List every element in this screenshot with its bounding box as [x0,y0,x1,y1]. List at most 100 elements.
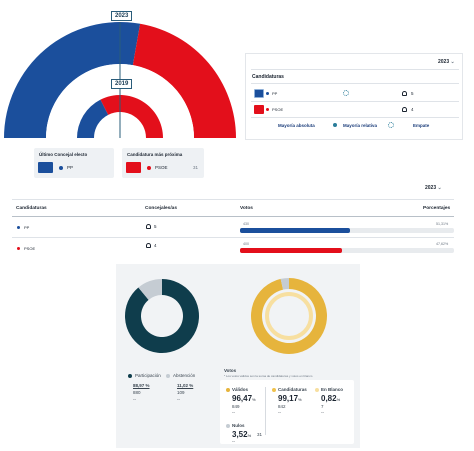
next-candidate-votes: 31 [193,165,199,170]
candidaturas-dot-icon [272,388,276,392]
panel-title: Candidaturas [252,74,284,80]
pp-dot-icon [59,166,63,170]
votes-bar-psoe [240,248,342,253]
candidaturas-count: 842 [278,404,286,409]
votes-bar-pp [240,228,350,233]
abstention-pct: 11,02 % [177,383,194,388]
hemicycle-2019-pp [77,99,109,138]
participation-label: Participación [135,373,161,378]
person-icon [402,107,407,112]
th-votos: Votos [240,206,253,211]
valid-dash: -- [232,410,235,415]
year-2023-badge: 2023 [111,11,133,21]
status-icon [343,90,349,96]
row-party: PP [24,225,30,230]
candidaturas-inner-ring [265,292,313,340]
blank-label: En Blanco [321,387,344,392]
candidaturas-dash: -- [278,410,281,415]
table-year-select[interactable]: 2023 ⌄ [425,185,442,191]
th-candidaturas: Candidaturas [16,206,47,211]
abstention-count: 109 [177,390,185,395]
abstention-label: Abstención [173,373,196,378]
participation-legend-dot [128,374,132,378]
psoe-logo-icon [254,105,264,114]
null-dash: -- [232,439,235,444]
participation-count: 880 [133,390,141,395]
participation-dash: -- [133,397,136,402]
participation-arc [124,279,199,353]
null-arc [280,278,289,290]
donut-charts [124,278,327,354]
legend-tie: Empate [413,123,430,128]
psoe-dot-icon [17,247,20,250]
chevron-down-icon: ⌄ [450,59,455,65]
null-count: 31 [257,432,263,437]
blank-pct: 0,82% [321,394,341,403]
last-elected-card: Último Concejal electo PP [34,148,114,178]
majority-icon [333,123,337,127]
th-concejales: Concejales/as [145,206,177,211]
candidatures-panel: 2023 ⌄ Candidaturas PP 5 PSOE 4 Mayoría … [245,53,463,140]
null-dot-icon [226,424,230,428]
panel-seats-pp: 5 [411,91,414,96]
candidaturas-label: Candidaturas [278,387,307,392]
blank-dash: -- [321,410,324,415]
psoe-dot-icon [266,108,269,111]
blank-count: 7 [321,404,324,409]
votes-breakdown-card: Válidos 96,47% 849 -- Candidaturas 99,17… [220,380,354,444]
panel-year-select[interactable]: 2023 ⌄ [438,59,455,65]
next-candidate-card: Candidatura más próxima PSOE 31 [122,148,204,178]
last-elected-title: Último Concejal electo [39,152,88,157]
votes-bar-track [240,248,454,253]
chevron-down-icon: ⌄ [437,185,442,191]
separator [265,387,266,435]
psoe-dot-icon [147,166,151,170]
hemicycle-chart [4,21,236,139]
valid-pct: 96,47% [232,394,256,403]
abstention-legend-dot [166,374,170,378]
votes-title: Votos [224,368,237,373]
pp-swatch [38,162,53,173]
person-icon [146,224,151,229]
next-candidate-title: Candidatura más próxima [127,152,183,157]
valid-label: Válidos [232,387,249,392]
divider [251,69,459,70]
votes-note: * Los votos válidos son la suma de candi… [224,374,313,378]
panel-party-psoe: PSOE [272,107,284,112]
valid-count: 849 [232,404,240,409]
row-percent: 47,62% [436,242,449,246]
next-candidate-party: PSOE [155,165,168,170]
row-votes: 400 [243,242,249,246]
hemicycle-2023-pp [4,21,141,138]
pp-logo-icon [254,89,264,98]
row-seats: 4 [154,243,157,248]
legend-absolute-majority: Mayoría absoluta [278,123,315,128]
psoe-swatch [126,162,141,173]
year-2019-badge: 2019 [111,79,133,89]
abstention-arc [138,279,162,300]
tie-icon [388,122,394,128]
hemicycle-gap [46,64,194,138]
hemicycle-2019-psoe [100,95,163,138]
th-porcentajes: Porcentajes [423,206,451,211]
valid-dot-icon [226,388,230,392]
person-icon [402,91,407,96]
last-elected-party: PP [67,165,74,170]
null-label: Nulos [232,423,245,428]
row-percent: 51,31% [436,222,449,226]
person-icon [146,243,151,248]
participation-pct: 88,97 % [133,383,150,388]
abstention-dash: -- [177,397,180,402]
row-votes: 430 [243,222,249,226]
pp-dot-icon [266,92,269,95]
panel-party-pp: PP [272,91,278,96]
row-seats: 5 [154,224,157,229]
pp-dot-icon [17,226,20,229]
null-pct: 3,52% [232,430,252,439]
row-party: PSOE [24,246,36,251]
candidaturas-pct: 99,17% [278,394,302,403]
valid-arc [251,278,327,354]
legend-relative-majority: Mayoría relativa [343,123,378,128]
hemicycle-2023-psoe [132,23,236,139]
panel-seats-psoe: 4 [411,107,414,112]
